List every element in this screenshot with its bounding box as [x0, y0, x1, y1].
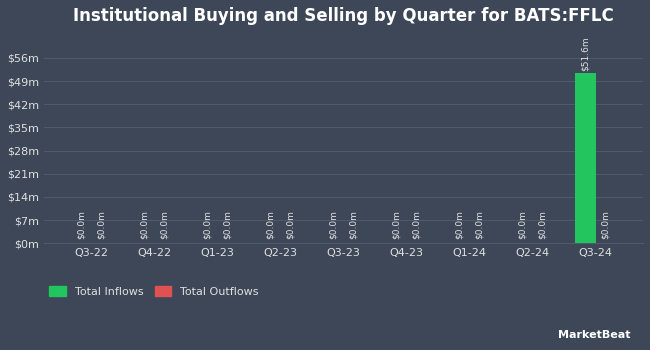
Title: Institutional Buying and Selling by Quarter for BATS:FFLC: Institutional Buying and Selling by Quar… [73, 7, 614, 25]
Text: $51.6m: $51.6m [581, 36, 590, 71]
Legend: Total Inflows, Total Outflows: Total Inflows, Total Outflows [49, 286, 259, 297]
Text: $0.0m: $0.0m [392, 210, 401, 239]
Text: $0.0m: $0.0m [538, 210, 547, 239]
Text: $0.0m: $0.0m [349, 210, 358, 239]
Text: $0.0m: $0.0m [518, 210, 527, 239]
Text: $0.0m: $0.0m [223, 210, 232, 239]
Text: $0.0m: $0.0m [286, 210, 295, 239]
Bar [575, 72, 595, 243]
Text: $0.0m: $0.0m [160, 210, 169, 239]
Text: $0.0m: $0.0m [329, 210, 338, 239]
Text: $0.0m: $0.0m [601, 210, 610, 239]
Text: MarketBeat: MarketBeat [558, 329, 630, 340]
Text: $0.0m: $0.0m [77, 210, 86, 239]
Text: $0.0m: $0.0m [97, 210, 106, 239]
Text: $0.0m: $0.0m [140, 210, 149, 239]
Text: $0.0m: $0.0m [455, 210, 464, 239]
Text: $0.0m: $0.0m [266, 210, 275, 239]
Text: $0.0m: $0.0m [203, 210, 212, 239]
Text: $0.0m: $0.0m [475, 210, 484, 239]
Text: $0.0m: $0.0m [412, 210, 421, 239]
